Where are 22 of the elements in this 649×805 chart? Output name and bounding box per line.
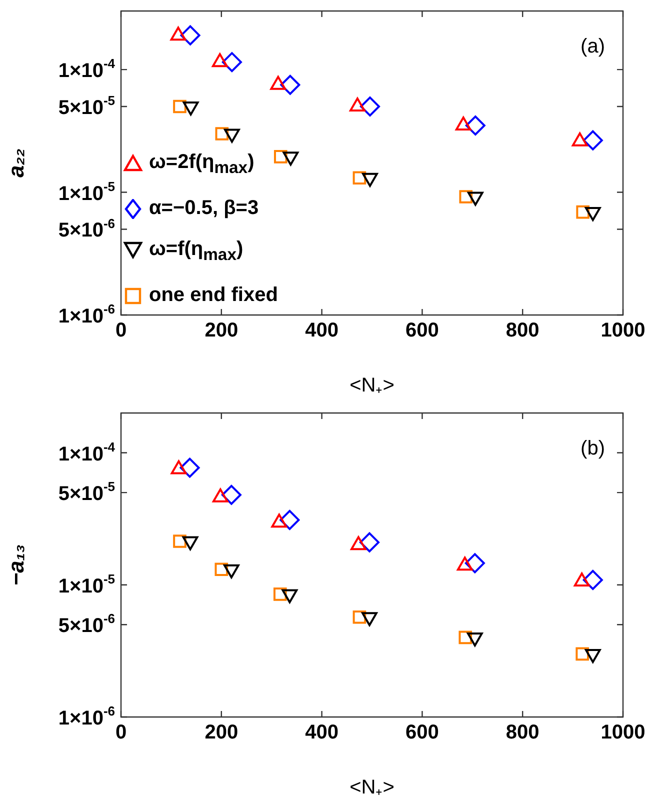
x-tick-label: 200	[204, 320, 238, 342]
annotation: (a)	[580, 36, 605, 58]
annotation: (b)	[580, 438, 605, 460]
x-tick-label: 1000	[600, 722, 646, 744]
x-tick-label: 800	[506, 722, 540, 744]
x-axis-title: <N₊>	[350, 374, 394, 397]
y-axis-title: −a₁₃	[3, 544, 28, 586]
x-tick-label: 0	[115, 320, 127, 342]
x-tick-label: 600	[406, 320, 439, 342]
legend-label: α=−0.5, β=3	[149, 197, 259, 219]
y-axis-title: a₂₂	[3, 148, 28, 178]
x-tick-label: 1000	[600, 320, 646, 342]
x-tick-label: 800	[506, 320, 540, 342]
legend-label: one end fixed	[149, 284, 278, 306]
legend-label: ω=2f(η$_{max}$)	[149, 151, 254, 177]
x-tick-label: 200	[204, 722, 238, 744]
x-tick-label: 600	[406, 722, 439, 744]
x-tick-label: 400	[305, 320, 338, 342]
x-tick-label: 0	[115, 722, 127, 744]
x-axis-title: <N₊>	[350, 776, 394, 799]
x-tick-label: 400	[305, 722, 338, 744]
legend-label: ω=f(η$_{max}$)	[149, 238, 244, 264]
